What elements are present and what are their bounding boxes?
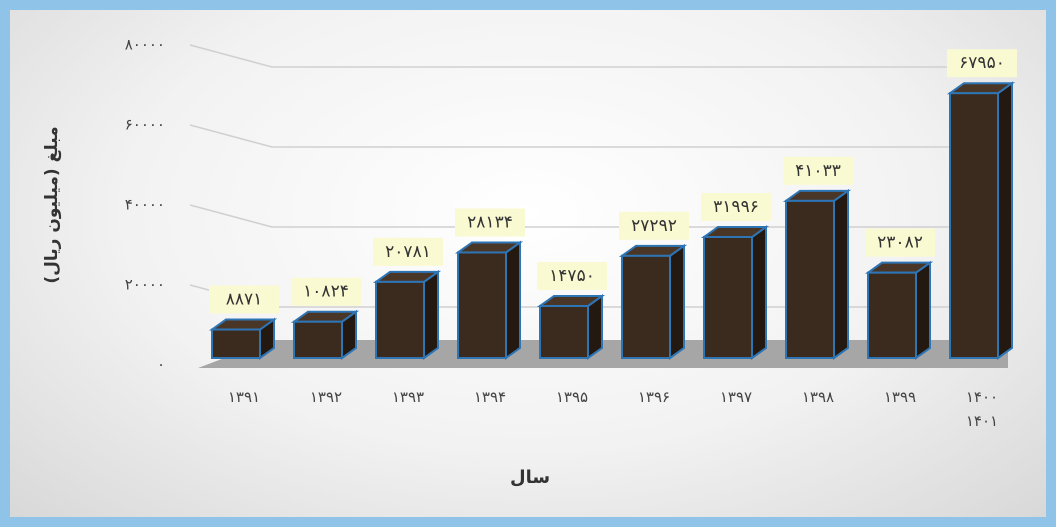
- value-label: ۱۰۸۲۴: [303, 282, 349, 302]
- x-tick-label: ۱۳۹۲: [309, 388, 343, 406]
- x-tick-label: ۱۳۹۶: [637, 388, 671, 406]
- value-label: ۲۷۲۹۲: [631, 216, 677, 236]
- value-label-box: [701, 193, 771, 222]
- x-tick-label: ۱۳۹۵: [555, 388, 589, 406]
- y-tick-label: ۸۰۰۰۰: [125, 36, 165, 54]
- value-label-box: [865, 228, 935, 257]
- value-label: ۲۰۷۸۱: [385, 242, 431, 262]
- value-label-box: [455, 208, 525, 237]
- value-label-box: [209, 285, 279, 314]
- plot-panel: [10, 10, 1046, 517]
- x-tick-label: ۱۳۹۷: [719, 388, 753, 406]
- bar-side: [915, 260, 931, 360]
- x-axis-title: سال: [510, 467, 550, 488]
- bar: [375, 280, 425, 360]
- x-tick-label: ۱۳۹۳: [391, 388, 425, 406]
- grid-line: [189, 124, 1000, 148]
- value-label: ۶۷۹۵۰: [959, 53, 1005, 73]
- bar: [621, 254, 671, 359]
- bar-side: [505, 240, 521, 360]
- x-tick-label: ۱۳۹۴: [473, 388, 507, 406]
- bar-side: [997, 81, 1013, 360]
- bar-side: [669, 243, 685, 360]
- x-tick-label: ۱۳۹۱: [227, 388, 261, 406]
- bar: [949, 92, 999, 359]
- value-label-box: [783, 156, 853, 185]
- y-tick-label: ۶۰۰۰۰: [125, 116, 165, 134]
- bar: [539, 305, 589, 359]
- grid-line: [189, 204, 1000, 228]
- value-label: ۸۸۷۱: [226, 290, 263, 310]
- y-tick-label: ۰: [157, 356, 165, 374]
- value-label-box: [537, 262, 607, 290]
- x-tick-label: ۱۳۹۹: [883, 388, 917, 406]
- value-label-box: [619, 211, 689, 240]
- grid-line: [189, 44, 1000, 68]
- value-label: ۳۱۹۹۶: [713, 197, 759, 217]
- value-label-box: [373, 237, 443, 266]
- bar: [867, 271, 917, 359]
- value-label: ۱۴۷۵۰: [549, 266, 595, 286]
- bar-side: [423, 269, 439, 360]
- y-axis-title: مبلغ (میلیون ریال): [42, 126, 62, 283]
- value-label: ۴۱۰۳۳: [795, 161, 841, 181]
- bar: [293, 320, 343, 360]
- bar-side: [833, 188, 849, 360]
- value-label: ۲۸۱۳۴: [467, 212, 513, 232]
- y-tick-label: ۲۰۰۰۰: [125, 276, 165, 294]
- bar: [211, 328, 261, 359]
- x-tick-label: ۱۳۹۸: [801, 388, 835, 406]
- value-label-box: [947, 49, 1017, 78]
- bar: [703, 236, 753, 360]
- y-tick-label: ۴۰۰۰۰: [125, 196, 165, 214]
- bar-side: [751, 225, 767, 360]
- bar: [457, 251, 507, 360]
- x-tick-label: ۱۴۰۰ ۱۴۰۱: [965, 388, 999, 430]
- bar: [785, 199, 835, 359]
- value-label-box: [291, 277, 361, 306]
- value-label: ۲۳۰۸۲: [877, 233, 923, 253]
